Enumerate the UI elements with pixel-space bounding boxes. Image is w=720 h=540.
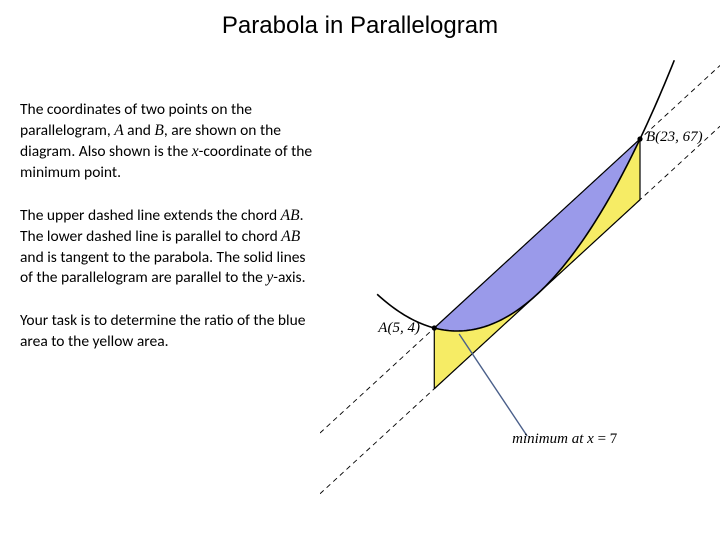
description-text: The coordinates of two points on the par… [20,100,320,375]
pointer-line [459,334,527,436]
paragraph-3: Your task is to determine the ratio of t… [20,311,320,353]
paragraph-1: The coordinates of two points on the par… [20,100,320,184]
page-title: Parabola in Parallelogram [0,12,720,40]
label-minimum: minimum at x = 7 [512,431,617,448]
point-b-dot [637,136,642,141]
diagram-region: A(5, 4) B(23, 67) minimum at x = 7 [320,55,720,535]
paragraph-2: The upper dashed line extends the chord … [20,206,320,290]
point-a-dot [432,325,437,330]
label-point-b: B(23, 67) [646,129,703,146]
label-point-a: A(5, 4) [378,320,420,337]
pgram-top-side [434,139,640,328]
